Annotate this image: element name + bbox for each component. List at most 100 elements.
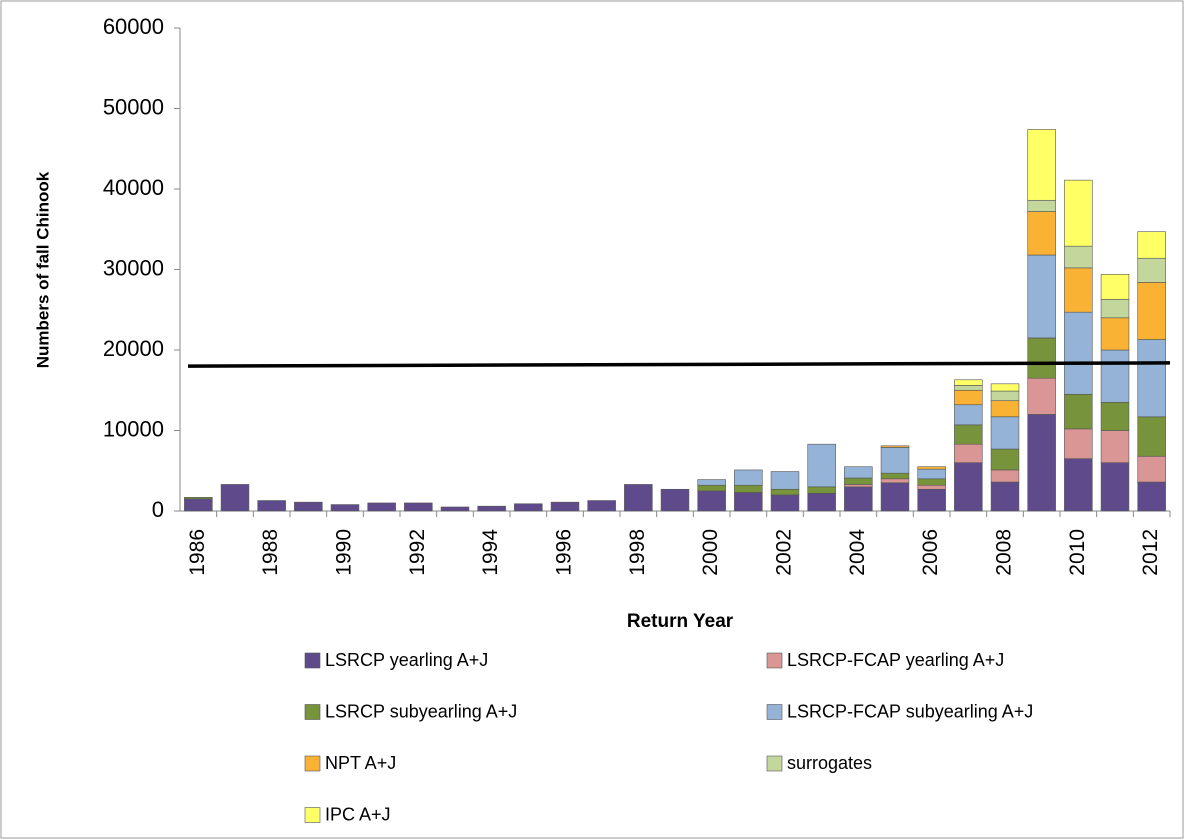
bar-segment: [1100, 402, 1130, 431]
legend-swatch: [766, 652, 783, 669]
x-tick-label: 1998: [626, 529, 649, 576]
bar-segment: [1100, 349, 1130, 403]
legend-swatch: [304, 755, 321, 772]
legend-swatch: [304, 704, 321, 720]
bar-segment: [1064, 311, 1093, 395]
bar-segment: [404, 502, 433, 512]
bar-segment: [844, 477, 873, 485]
bar-segment: [844, 466, 873, 479]
x-axis-title: Return Year: [627, 611, 734, 632]
legend-label: LSRCP yearling A+J: [325, 650, 488, 670]
bar-segment: [220, 484, 250, 512]
bar-segment: [294, 501, 323, 512]
bar-segment: [990, 383, 1020, 392]
bar-segment: [954, 462, 983, 512]
y-tick-label: 40000: [103, 175, 164, 200]
bar-segment: [697, 479, 726, 486]
y-tick-label: 60000: [103, 14, 164, 39]
bar-segment: [440, 506, 470, 512]
bar-segment: [807, 486, 836, 494]
bar-segment: [1137, 231, 1166, 259]
bar-segment: [770, 488, 800, 496]
bar-segment: [330, 504, 360, 512]
bar-segment: [770, 494, 800, 512]
bar-segment: [990, 481, 1020, 512]
legend-label: IPC A+J: [325, 804, 391, 824]
bar-segment: [880, 445, 910, 448]
legend-label: LSRCP subyearling A+J: [325, 701, 517, 721]
bar-segment: [734, 484, 763, 493]
bar-segment: [1027, 337, 1056, 379]
bar-segment: [990, 390, 1020, 402]
bar-segment: [1064, 245, 1093, 269]
bar-segment: [1064, 428, 1093, 459]
bar-segment: [917, 468, 946, 480]
x-tick-label: 1990: [333, 529, 356, 576]
bar-segment: [660, 488, 690, 512]
bar-segment: [367, 502, 396, 512]
bar-segment: [990, 416, 1020, 450]
bar-segment: [184, 497, 213, 500]
bar-segment: [550, 501, 580, 512]
legend-label: surrogates: [787, 753, 872, 773]
x-tick-label: 2012: [1139, 529, 1162, 576]
bar-segment: [880, 447, 910, 474]
bar-segment: [1064, 458, 1093, 512]
bar-segment: [1137, 481, 1166, 512]
bar-segment: [1027, 414, 1056, 512]
bar-segment: [1064, 267, 1093, 313]
bar-segment: [1064, 179, 1093, 247]
y-axis-title: Numbers of fall Chinook: [33, 171, 52, 368]
bar-segment: [1100, 430, 1130, 464]
x-tick-label: 1996: [553, 529, 576, 576]
y-tick-label: 0: [152, 497, 164, 522]
legend-swatch: [304, 807, 321, 823]
x-tick-label: 2010: [1066, 529, 1089, 576]
bar-segment: [917, 478, 946, 486]
bar-segment: [624, 484, 653, 512]
bar-segment: [1137, 416, 1166, 457]
bar-segment: [1100, 274, 1130, 300]
bar-segment: [1100, 462, 1130, 512]
bar-segment: [514, 503, 543, 512]
bar-segment: [880, 482, 910, 512]
bar-segment: [1137, 339, 1166, 418]
bar-segment: [1100, 317, 1130, 351]
x-tick-label: 1986: [186, 529, 209, 576]
bar-segment: [917, 488, 946, 512]
x-tick-label: 2004: [846, 529, 869, 576]
x-tick-label: 2002: [773, 529, 796, 576]
bar-segment: [734, 469, 763, 486]
legend-swatch: [304, 652, 321, 669]
bar-segment: [954, 389, 983, 406]
bar-segment: [770, 471, 800, 490]
bar-segment: [954, 443, 983, 463]
bar-segment: [1137, 282, 1166, 340]
bar-segment: [587, 500, 616, 512]
bar-segment: [917, 466, 946, 470]
bar-segment: [880, 472, 910, 480]
legend-label: LSRCP-FCAP yearling A+J: [787, 650, 1004, 670]
legend-swatch: [766, 755, 783, 772]
legend-label: NPT A+J: [325, 753, 396, 773]
bar-segment: [807, 443, 836, 488]
legend-swatch: [766, 704, 783, 720]
bar-segment: [954, 404, 983, 426]
bar-segment: [954, 385, 983, 391]
legend-label: LSRCP-FCAP subyearling A+J: [787, 701, 1033, 721]
bar-segment: [954, 379, 983, 386]
bar-segment: [1100, 298, 1130, 319]
x-tick-label: 2008: [993, 529, 1016, 576]
bar-segment: [990, 448, 1020, 471]
bar-segment: [1137, 257, 1166, 283]
bar-segment: [1027, 254, 1056, 339]
x-tick-label: 2006: [919, 529, 942, 576]
x-tick-label: 1992: [406, 529, 429, 576]
bar-segment: [880, 478, 910, 484]
x-tick-label: 1988: [259, 529, 282, 576]
bar-segment: [697, 484, 726, 492]
y-tick-label: 10000: [103, 416, 164, 441]
y-tick-label: 50000: [103, 94, 164, 119]
